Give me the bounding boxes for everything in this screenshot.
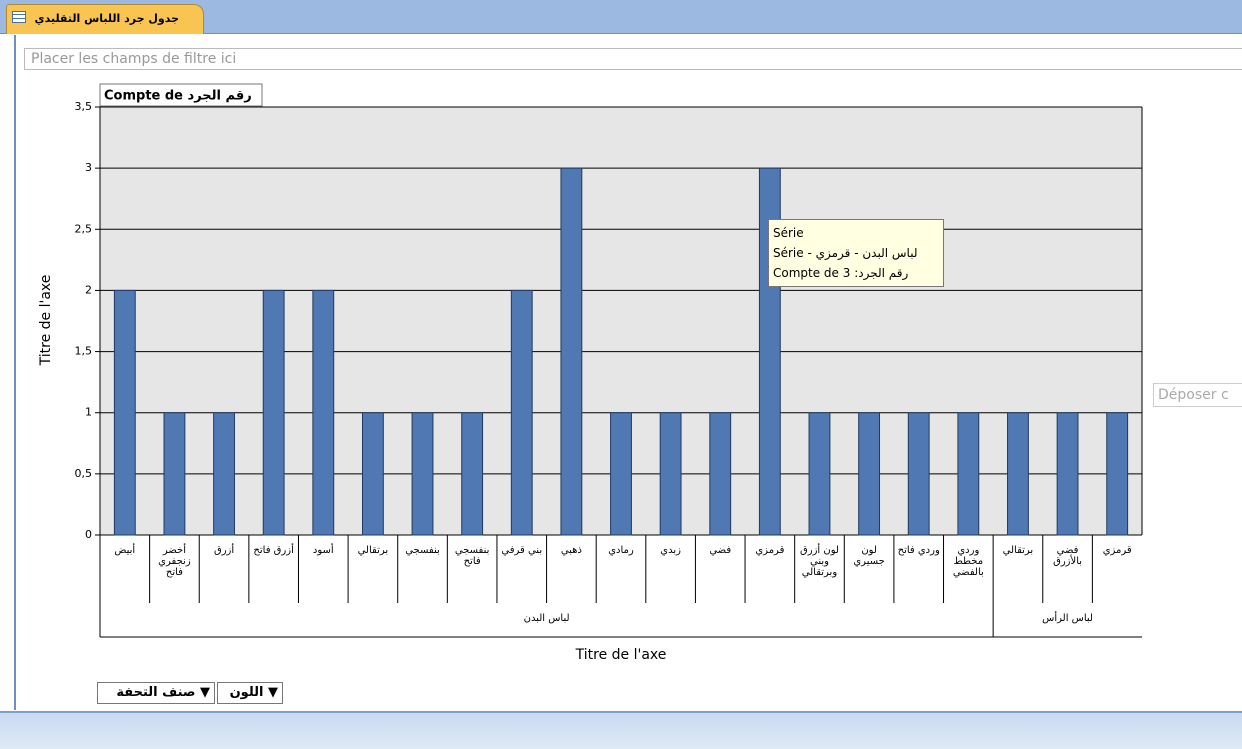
y-tick-label: 2,5 [75,222,93,235]
x-tick-label: ذهبي [560,545,582,556]
bar [113,289,136,536]
bar [610,412,632,536]
bar [361,412,384,536]
bar [312,289,335,536]
view-area [14,35,1242,710]
bar [957,412,980,536]
x-tick-label: أبيض [114,545,136,556]
x-tick-label: فضي بالأزرق [1053,545,1083,567]
field-button[interactable]: ▼ صنف التحفة [97,682,215,704]
y-tick-label: 2 [85,283,92,296]
x-tick-label: زبدي [660,545,681,556]
bar [163,412,186,536]
x-tick-label: برتقالي [357,545,389,556]
y-tick-label: 3 [85,161,92,174]
y-tick-label: 3,5 [75,100,93,113]
chart-title: Compte de رقم الجرد [104,89,252,104]
x-tick-label: فضي [709,545,732,556]
bar [1007,412,1029,536]
bar [858,412,881,536]
x-tick-label: بنفسجي فاتح [454,545,490,567]
x-tick-label: أسود [312,545,334,556]
x-tick-label: أزرق [213,545,235,556]
x-tick-label: قرمزي [755,545,785,556]
field-label: اللون [229,685,264,700]
tab[interactable]: جدول جرد اللباس التقليدي [6,4,204,34]
bar [709,412,732,536]
field-label: صنف التحفة [116,685,196,700]
x-tick-label: برتقالي [1002,545,1034,556]
y-axis-title: Titre de l'axe [38,275,54,367]
drop-text: Déposer c [1158,387,1229,403]
y-tick-label: 0 [85,528,92,541]
bar [808,412,831,536]
x-tick-label: رمادي [608,545,634,556]
x-tick-label: بنفسجي [405,545,440,556]
status-bar [0,711,1242,749]
x-tick-label: لون جسيري [853,545,885,567]
bar [461,412,484,536]
x-tick-label: وردي فاتح [897,545,940,556]
group-label: لباس البدن [524,613,570,624]
bar [411,412,434,536]
table-icon [12,11,26,23]
bar [1106,412,1129,536]
x-tick-label: وردي مخطط بالفضي [952,545,984,578]
x-tick-label: بني قرفي [501,545,543,556]
tab-bar [0,0,1242,34]
bar [213,412,235,536]
group-label: لباس الرأس [1042,611,1093,624]
bar [510,289,533,536]
chart: Compte de رقم الجرد Titre de l'axe Titre… [38,83,1143,663]
tab-title: جدول جرد اللباس التقليدي [34,12,179,25]
tooltip-line: لباس البدن - قرمزي - Série [773,246,918,260]
tooltip: Série لباس البدن - قرمزي - Série Compte … [768,219,944,287]
tooltip-line: Série [773,226,804,240]
filter-zone[interactable]: Placer les champs de filtre ici [24,48,1242,70]
y-tick-label: 1 [85,406,92,419]
x-tick-label: أزرق فاتح [253,545,294,556]
tooltip-line: Compte de رقم الجرد: 3 [773,266,909,280]
y-tick-label: 0,5 [75,467,93,480]
x-tick-label: لون أزرق وبني وبرتقالي [800,545,839,578]
filter-text: Placer les champs de filtre ici [31,51,237,67]
chart-title-box [99,83,263,107]
y-tick-label: 1,5 [75,345,93,358]
bar [659,412,682,536]
drop-zone[interactable]: Déposer c [1153,383,1242,407]
bar [907,412,930,536]
bar [560,167,583,536]
bar [262,289,285,536]
x-tick-label: قرمزي [1102,545,1132,556]
field-button[interactable]: ▼ اللون [217,682,283,704]
x-axis-title: Titre de l'axe [575,647,667,663]
x-tick-label: أخضر زنجفري فاتح [158,545,191,578]
bar [1056,412,1079,536]
